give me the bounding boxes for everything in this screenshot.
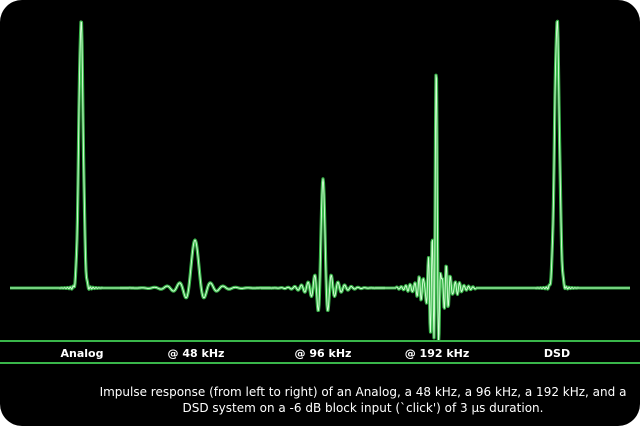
system-labels-bar: Analog @ 48 kHz @ 96 kHz @ 192 kHz DSD <box>0 340 640 364</box>
category-label-96khz: @ 96 kHz <box>294 347 352 360</box>
impulse-response-plot <box>10 19 630 340</box>
figure-caption: Impulse response (from left to right) of… <box>99 385 627 415</box>
impulse-response-analog <box>57 20 105 291</box>
impulse-response-96khz <box>259 177 387 312</box>
category-label-dsd: DSD <box>543 347 571 360</box>
impulse-response-highlight-analog <box>58 21 104 290</box>
category-label-analog: Analog <box>60 347 104 360</box>
impulse-response-dsd <box>533 19 581 291</box>
impulse-response-highlight-dsd <box>534 20 580 290</box>
impulse-response-highlight-192khz <box>395 74 477 340</box>
impulse-response-highlight-96khz <box>261 178 385 311</box>
impulse-response-48khz <box>118 238 272 300</box>
impulse-response-highlight-48khz <box>120 239 270 299</box>
category-label-48khz: @ 48 kHz <box>167 347 225 360</box>
category-label-192khz: @ 192 kHz <box>404 347 470 360</box>
